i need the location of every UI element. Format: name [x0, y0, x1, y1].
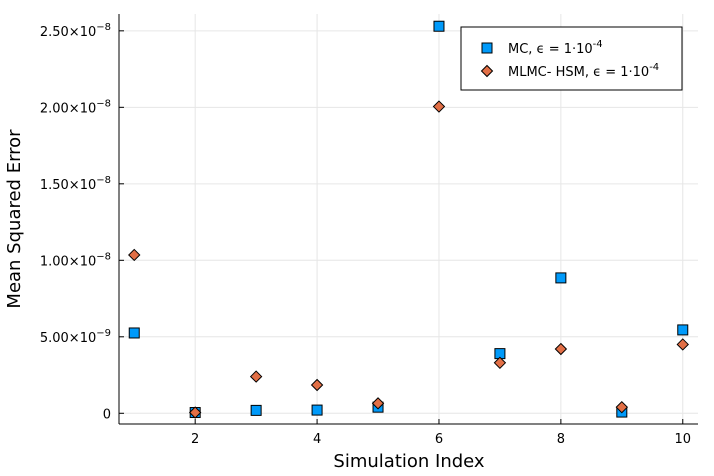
x-tick-label: 6: [435, 432, 443, 447]
mc-point: [250, 404, 262, 416]
y-tick-label: 0: [103, 407, 111, 422]
axes: [118, 14, 698, 425]
legend-marker: [480, 64, 494, 78]
mlmc-hsm-point: [554, 342, 568, 356]
y-tick-label: 2.50×10−8: [40, 22, 111, 40]
mc-point: [555, 272, 567, 284]
mlmc-hsm-point: [432, 100, 446, 113]
mc-point: [433, 20, 445, 32]
legend-label: MC, ϵ = 1·10-4: [508, 39, 603, 57]
x-tick-label: 10: [674, 432, 691, 447]
mc-point: [311, 404, 323, 416]
mlmc-hsm-point: [676, 338, 689, 351]
legend-marker: [481, 42, 493, 54]
y-tick-label: 2.00×10−8: [40, 98, 111, 116]
mlmc-hsm-point: [371, 397, 385, 410]
y-tick-label: 1.00×10−8: [40, 251, 111, 269]
legend-box: [460, 26, 683, 91]
mlmc-hsm-point: [188, 406, 202, 419]
legend-label: MLMC- HSM, ϵ = 1·10-4: [508, 62, 659, 80]
x-tick-label: 8: [557, 432, 565, 447]
y-tick-label: 1.50×10−8: [40, 175, 111, 193]
x-tick-label: 2: [191, 432, 199, 447]
legend: MC, ϵ = 1·10-4 MLMC- HSM, ϵ = 1·10-4: [460, 26, 683, 91]
mlmc-hsm-point: [310, 378, 324, 392]
mlmc-hsm-point: [615, 400, 629, 414]
tick-labels: 2 4 6 8 10 0 5.00×10−9 1.00×10−8 1.50×10−8 2.00×1…: [40, 22, 691, 447]
mc-point: [677, 324, 689, 336]
mlmc-hsm-point: [249, 370, 263, 383]
grid-lines: [119, 14, 698, 424]
mlmc-hsm-point: [128, 248, 141, 262]
x-axis-title: Simulation Index: [333, 451, 485, 472]
mlmc-hsm-point: [493, 356, 507, 370]
x-tick-label: 4: [313, 432, 321, 447]
data-points: [128, 20, 689, 419]
y-axis-title: Mean Squared Error: [4, 129, 25, 309]
mc-point: [128, 327, 140, 339]
y-tick-label: 5.00×10−9: [40, 328, 111, 346]
